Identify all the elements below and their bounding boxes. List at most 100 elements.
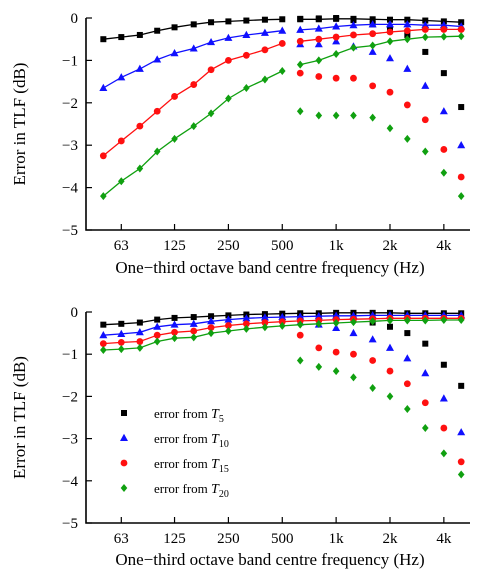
data-point <box>386 316 394 325</box>
data-point <box>350 350 357 358</box>
data-point <box>154 27 161 34</box>
legend-subscript: 20 <box>219 489 229 500</box>
chart-panel-1: 0 −1 −2 −3 −4 −5 63 125 250 500 1k 2k 4k One−third oc… <box>10 11 470 277</box>
data-point <box>386 28 394 36</box>
legend-entry: error from T15 <box>120 456 229 475</box>
chart-panel-2: 0 −1 −2 −3 −4 −5 63 125 250 500 1k 2k 4k One−third oc… <box>10 305 470 569</box>
data-point <box>135 64 144 72</box>
data-point <box>117 345 125 354</box>
series-line <box>300 35 462 66</box>
data-point <box>117 137 125 145</box>
data-point <box>225 322 232 329</box>
data-point <box>457 428 466 436</box>
data-point <box>296 320 304 329</box>
data-point <box>224 33 233 41</box>
data-point <box>260 313 269 321</box>
legend-label: error from T15 <box>154 456 229 475</box>
data-point <box>386 37 394 46</box>
data-point <box>440 316 448 325</box>
legend-text-prefix: error from <box>154 431 211 446</box>
data-point <box>153 55 162 63</box>
data-point <box>386 124 394 133</box>
data-point <box>190 333 198 342</box>
legend-symbol: T <box>211 407 220 422</box>
data-point <box>296 312 305 320</box>
data-point <box>296 356 304 365</box>
data-point <box>369 317 376 326</box>
y-tick-label: −4 <box>62 474 78 490</box>
data-point <box>440 449 448 458</box>
data-point <box>260 28 269 36</box>
data-point <box>190 122 198 131</box>
data-point <box>171 314 178 321</box>
data-point <box>421 116 429 124</box>
data-point <box>386 392 394 401</box>
data-point <box>369 41 376 50</box>
data-point <box>368 20 377 28</box>
x-tick-label: 250 <box>217 238 240 254</box>
data-point <box>421 316 429 325</box>
y-tick-label: −3 <box>62 432 78 448</box>
series-3 <box>99 26 287 91</box>
data-point <box>278 26 287 34</box>
data-point <box>457 458 465 466</box>
x-tick-label: 4k <box>436 531 452 547</box>
data-point <box>386 323 393 330</box>
data-point <box>153 337 161 346</box>
data-point <box>315 73 323 80</box>
data-point <box>136 343 144 352</box>
data-point <box>171 134 178 143</box>
x-tick-label: 500 <box>271 238 294 254</box>
data-point <box>404 16 411 23</box>
data-point <box>314 24 323 32</box>
data-point <box>332 367 340 376</box>
data-point <box>189 319 198 327</box>
data-point <box>136 319 143 326</box>
data-point <box>207 109 215 118</box>
data-point <box>278 318 286 326</box>
data-point <box>279 16 286 23</box>
y-axis-label: Error in TLF (dB) <box>10 356 29 479</box>
data-point <box>153 147 161 156</box>
data-point <box>422 340 429 347</box>
legend-label: error from T20 <box>154 481 229 500</box>
x-tick-label: 500 <box>271 531 294 547</box>
data-point <box>457 26 465 33</box>
data-point <box>349 21 358 29</box>
data-point <box>170 48 179 57</box>
data-point <box>457 192 465 201</box>
x-tick-label: 1k <box>329 238 345 254</box>
series-line <box>102 42 283 157</box>
data-point <box>261 16 268 23</box>
legend-label: error from T5 <box>154 406 224 425</box>
data-point <box>368 335 377 343</box>
x-tick-label: 125 <box>163 238 186 254</box>
series-7 <box>100 67 286 201</box>
data-point <box>440 70 447 77</box>
data-point <box>315 111 323 120</box>
data-point <box>386 367 394 375</box>
data-point <box>243 324 250 333</box>
data-point <box>261 75 269 84</box>
data-point <box>332 318 340 327</box>
data-point <box>99 152 107 160</box>
data-point <box>458 104 465 111</box>
legend-symbol: T <box>211 457 220 472</box>
data-point <box>118 34 125 41</box>
data-point <box>421 368 430 377</box>
data-point <box>243 83 250 92</box>
legend-marker <box>121 410 127 416</box>
series-6 <box>296 69 465 181</box>
data-point <box>315 35 323 43</box>
x-tick-label: 1k <box>329 531 345 547</box>
axis-frame <box>85 18 470 231</box>
series-11 <box>296 26 465 45</box>
data-point <box>440 32 448 41</box>
legend-entry: error from T20 <box>120 481 229 500</box>
data-point <box>315 56 323 65</box>
data-point <box>190 81 198 88</box>
y-tick-label: 0 <box>71 305 79 321</box>
data-point <box>278 312 287 321</box>
